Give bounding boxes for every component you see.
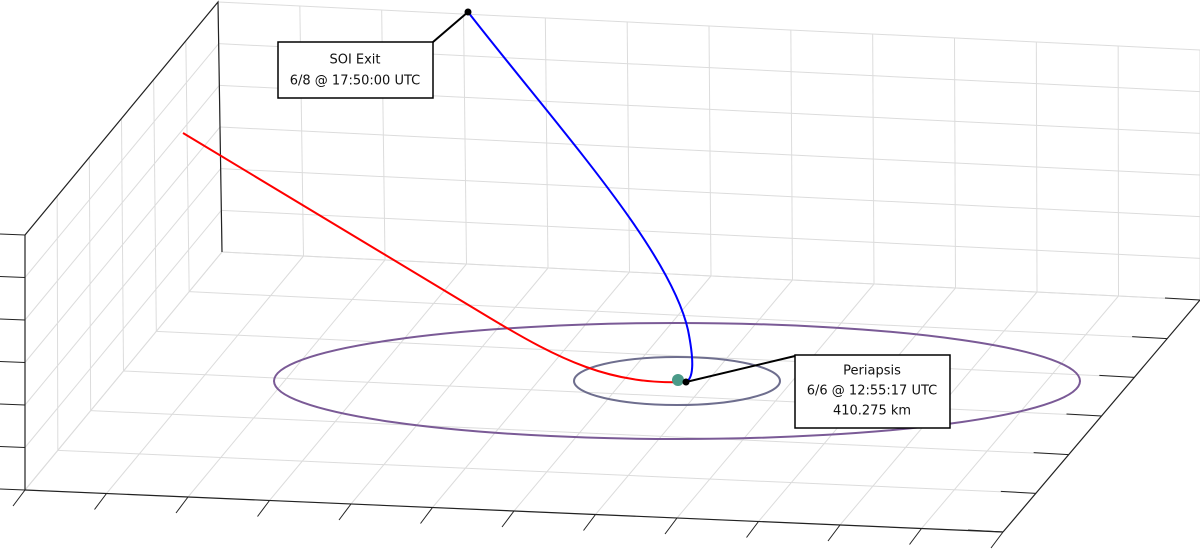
tick [257, 500, 270, 517]
tick [909, 528, 922, 545]
tick [827, 524, 841, 542]
tick [1000, 490, 1036, 494]
leader-line [432, 11, 469, 43]
tick [583, 514, 596, 531]
tick [0, 361, 26, 363]
grid-line [57, 449, 1036, 494]
leader-line [685, 355, 796, 383]
tick [1033, 452, 1069, 456]
tick [12, 489, 26, 507]
tick [0, 233, 26, 236]
annotation-text: SOI Exit [329, 53, 380, 68]
tick [990, 531, 1004, 549]
grid-line [221, 209, 1200, 259]
tick [338, 503, 352, 521]
tick [0, 276, 26, 278]
tick [420, 507, 433, 524]
grid-line [219, 126, 1200, 176]
annotation-text: 6/6 @ 12:55:17 UTC [807, 384, 937, 399]
grid-line [24, 85, 220, 321]
planet [672, 374, 684, 386]
annotation: SOI Exit 6/8 @ 17:50:00 UTC [277, 41, 434, 99]
annotation-text: Periapsis [843, 364, 901, 379]
annotation-box [277, 41, 434, 99]
tick [0, 446, 26, 448]
grid-line [24, 43, 220, 278]
tick [967, 529, 1004, 533]
grid-line [156, 330, 1135, 378]
tick [0, 488, 26, 491]
annotation-box [794, 354, 951, 429]
tick [175, 496, 189, 514]
departure-trajectory [467, 11, 694, 383]
tick [1066, 413, 1102, 417]
left-wall-edge [24, 0, 223, 253]
inner-orbit [573, 356, 781, 406]
grid-line [24, 168, 222, 406]
grid-line [90, 410, 1069, 456]
annotation-text: 410.275 km [833, 404, 911, 419]
grid-line [221, 251, 1200, 301]
tick [746, 521, 759, 538]
grid-line [24, 251, 223, 491]
tick [501, 510, 515, 528]
grid [24, 1, 1200, 533]
annotation: Periapsis 6/6 @ 12:55:17 UTC 410.275 km [794, 354, 951, 429]
tick [0, 403, 26, 406]
ticks [0, 233, 1200, 549]
annotation-text: 6/8 @ 17:50:00 UTC [290, 74, 420, 89]
grid-line [24, 126, 221, 363]
tick [1164, 297, 1200, 301]
grid-line [217, 1, 1200, 51]
grid-line [189, 291, 1168, 340]
tick [94, 493, 107, 510]
tick [0, 318, 26, 321]
tick [1132, 336, 1168, 340]
grid-line [123, 370, 1102, 417]
grid-line [220, 168, 1200, 218]
tick [1099, 374, 1135, 378]
tick [664, 517, 678, 535]
arrival-trajectory [182, 132, 687, 384]
grid-line [24, 210, 222, 448]
outer-orbit [273, 322, 1081, 440]
